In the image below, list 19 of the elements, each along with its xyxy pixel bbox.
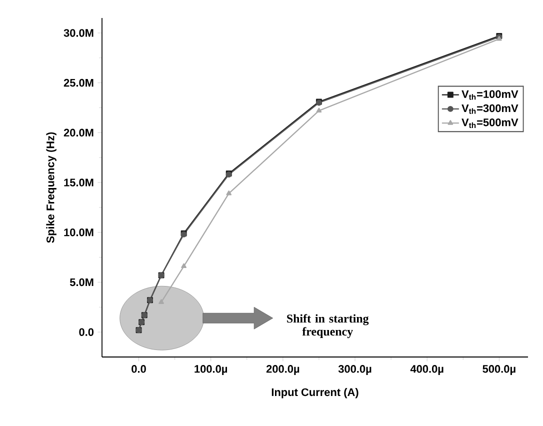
x-tick-label: 200.0µ — [266, 365, 300, 375]
legend-label: V$_{th}$=100mV — [462, 90, 518, 100]
x-tick-label: 100.0µ — [194, 365, 228, 375]
y-axis-title: Spike Frequency (Hz) — [46, 132, 56, 243]
legend-label: V$_{th}$=300mV — [462, 104, 518, 114]
annotation: Shift in starting frequency — [287, 314, 369, 338]
x-tick-label: 0.0 — [132, 365, 146, 373]
x-axis-title: Input Current (A) — [272, 388, 358, 398]
y-tick-label: 30.0M — [64, 29, 94, 37]
y-tick-label: 25.0M — [64, 78, 94, 87]
legend-label: V$_{th}$=500mV — [462, 118, 518, 128]
x-tick-label: 300.0µ — [338, 365, 372, 375]
y-tick-label: 15.0M — [64, 178, 94, 186]
y-tick-label: 5.0M — [70, 278, 94, 286]
x-tick-label: 500.0µ — [482, 365, 516, 375]
y-tick-label: 10.0M — [64, 228, 94, 236]
x-tick-label: 400.0µ — [410, 365, 444, 375]
y-tick-label: 20.0M — [64, 128, 94, 137]
y-tick-label: 0.0 — [79, 328, 94, 336]
